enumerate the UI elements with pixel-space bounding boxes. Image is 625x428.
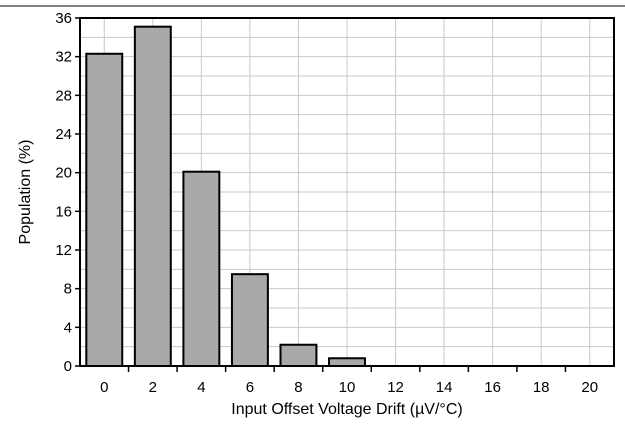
y-tick-label: 32 <box>55 49 72 66</box>
x-tick-label: 12 <box>387 379 404 396</box>
y-tick-label: 20 <box>55 165 72 182</box>
plot-frame <box>79 17 615 367</box>
y-tick-label: 0 <box>64 358 72 375</box>
y-tick-label: 28 <box>55 87 72 104</box>
bar <box>230 273 269 367</box>
y-tick-label: 8 <box>64 281 72 298</box>
x-tick-label: 6 <box>246 379 254 396</box>
x-tick-label: 4 <box>197 379 205 396</box>
y-axis-title: Population (%) <box>17 140 34 245</box>
x-tick-label: 10 <box>339 379 356 396</box>
y-tick-label: 36 <box>55 10 72 27</box>
x-tick-label: 14 <box>436 379 453 396</box>
x-tick-label: 0 <box>100 379 108 396</box>
x-tick-label: 8 <box>294 379 302 396</box>
bar <box>182 170 221 367</box>
bars <box>85 25 366 368</box>
bar <box>133 25 172 367</box>
x-tick-label: 16 <box>484 379 501 396</box>
x-tick-label: 20 <box>581 379 598 396</box>
bar <box>279 343 318 368</box>
x-tick-label: 18 <box>533 379 550 396</box>
x-axis-title: Input Offset Voltage Drift (µV/°C) <box>231 401 462 418</box>
bar <box>328 357 366 367</box>
y-tick-label: 24 <box>55 126 72 143</box>
y-axis-ticks: 0 4 8 12 16 20 24 28 32 36 <box>55 10 80 375</box>
x-axis-ticks: 0 2 4 6 8 10 12 14 16 18 20 <box>100 366 598 396</box>
y-tick-label: 16 <box>55 203 72 220</box>
x-tick-label: 2 <box>149 379 157 396</box>
y-tick-label: 12 <box>55 242 72 259</box>
y-tick-label: 4 <box>64 319 72 336</box>
bar <box>85 52 124 368</box>
